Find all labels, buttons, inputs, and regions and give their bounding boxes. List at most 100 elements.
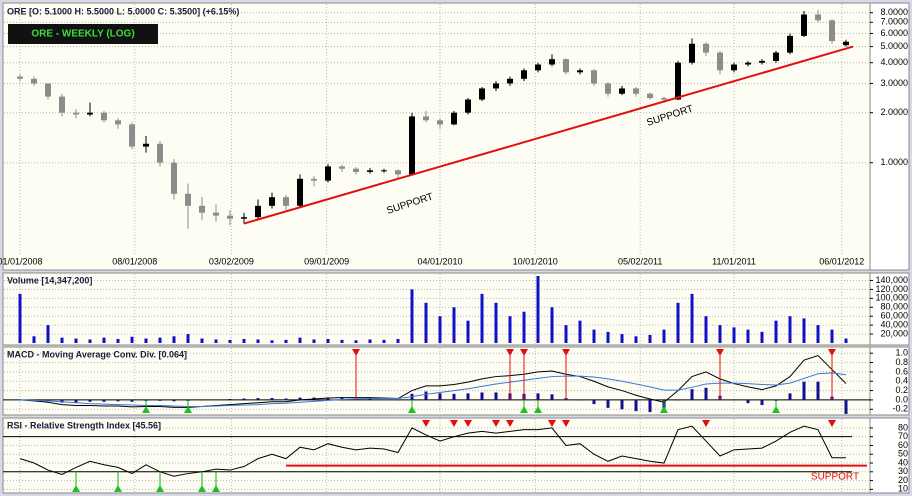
volume-bar [536,276,540,343]
axis-area [869,417,910,494]
volume-bar [508,316,512,343]
volume-bar [18,293,22,343]
buy-signal [198,485,206,492]
sell-signal [828,349,836,356]
histogram-bar [270,398,274,400]
axis-area [869,272,910,346]
candle-body [101,112,107,121]
volume-bar [396,338,400,343]
histogram-bar [200,399,204,401]
buy-signal [212,485,220,492]
volume-bar [732,327,736,343]
x-tick-label: 11/01/2011 [712,256,756,266]
y-tick-label: 80 [898,422,908,432]
histogram-bar [802,381,806,400]
histogram-bar [466,393,470,400]
histogram-bar [284,398,288,400]
candle-body [535,64,541,71]
sell-signal [716,349,724,356]
candle-body [59,96,65,113]
candle-body [367,170,373,172]
volume-bar [704,316,708,343]
candle-body [843,41,849,46]
candle-body [759,60,765,63]
volume-bar [774,320,778,343]
sell-signal [422,420,430,427]
buy-signal [408,406,416,413]
volume-bar [326,338,330,343]
histogram-bar [648,399,652,413]
sell-signal [506,420,514,427]
candle-body [115,120,121,125]
volume-bar [480,293,484,343]
buy-signal [184,406,192,413]
candle-body [227,215,233,219]
candle-body [157,143,163,163]
y-tick-label: 10 [898,484,908,494]
volume-bar [494,302,498,343]
candle-body [199,205,205,213]
volume-bar [816,325,820,343]
candle-body [437,120,443,125]
volume-bar [74,338,78,343]
candle-body [563,59,569,73]
volume-bar [690,293,694,343]
y-tick-label: 30 [898,466,908,476]
candle-body [549,59,555,65]
candle-body [311,178,317,181]
volume-bar [522,311,526,343]
x-tick-label: 01/01/2008 [0,256,43,266]
histogram-bar [620,399,624,410]
candle-body [465,99,471,113]
volume-bar [186,334,190,343]
axis-area [869,346,910,416]
y-tick-label: 60,000 [880,311,908,321]
candle-body [325,166,331,181]
buy-signal [772,406,780,413]
candle-body [633,88,639,94]
panel-title: RSI - Relative Strength Index [45.56] [7,420,161,430]
histogram-bar [158,399,162,401]
candle-body [31,78,37,84]
volume-bar [830,329,834,343]
candle-body [829,20,835,42]
histogram-bar [550,394,554,400]
volume-bar [158,337,162,343]
volume-bar [424,302,428,343]
sell-signal [506,349,514,356]
y-tick-label: 6.0000 [880,28,908,38]
y-tick-label: 20 [898,475,908,485]
axis-area [869,2,910,271]
sell-signal [492,420,500,427]
support-label: SUPPORT [811,471,859,482]
y-tick-label: 40 [898,457,908,467]
x-tick-label: 03/02/2009 [209,256,254,266]
candle-body [493,83,499,89]
volume-bar [88,339,92,343]
volume-bar [284,339,288,343]
candle-body [507,78,513,84]
y-tick-label: 8.0000 [880,7,908,17]
histogram-bar [746,399,750,404]
y-tick-label: 60 [898,440,908,450]
x-tick-label: 04/01/2010 [417,256,462,266]
panel-title: Volume [14,347,200] [7,275,92,285]
candle-body [689,43,695,63]
volume-bar [242,338,246,343]
candle-body [815,14,821,21]
candle-body [283,197,289,206]
y-tick-label: 100,000 [875,293,908,303]
x-tick-label: 06/01/2012 [819,256,864,266]
histogram-bar [116,399,120,402]
y-tick-label: 20,000 [880,328,908,338]
rsi-line [19,425,846,477]
candle-body [675,62,681,100]
volume-bar [438,316,442,343]
x-tick-label: 10/01/2010 [513,256,558,266]
buy-signal [72,485,80,492]
y-tick-label: 5.0000 [880,41,908,51]
candle-body [255,205,261,218]
candle-body [87,112,93,115]
histogram-bar [760,399,764,406]
